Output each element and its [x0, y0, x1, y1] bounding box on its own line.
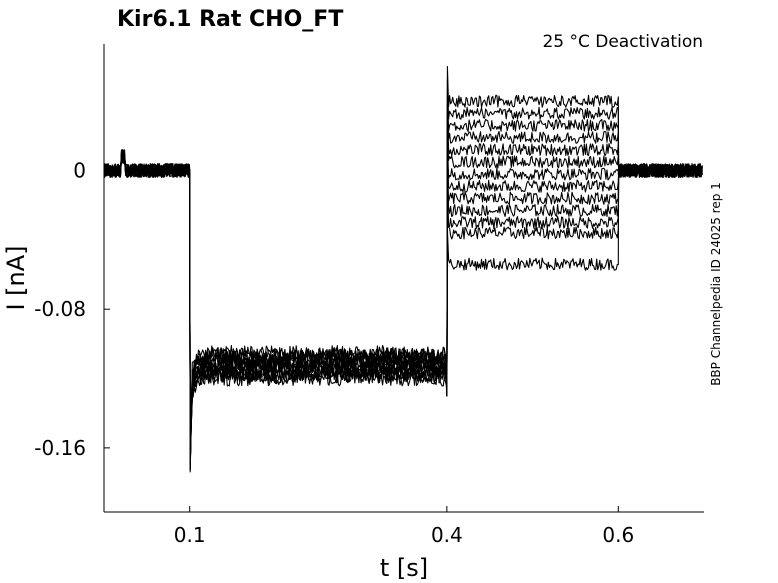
current-trace — [103, 65, 703, 471]
current-trace — [103, 102, 703, 461]
channelpedia-id-note: BBP Channelpedia ID 24025 rep 1 — [709, 182, 723, 386]
y-tick-label: -0.16 — [34, 436, 86, 460]
current-trace — [103, 150, 703, 470]
chart-subtitle: 25 °C Deactivation — [542, 32, 703, 52]
x-tick-group: 0.1 0.4 0.6 — [174, 506, 634, 547]
current-trace — [103, 90, 703, 465]
current-trace — [103, 138, 703, 473]
x-tick-label: 0.4 — [431, 523, 463, 547]
x-tick-label: 0.1 — [174, 523, 206, 547]
y-axis-label: I [nA] — [2, 245, 30, 310]
current-trace — [103, 150, 703, 469]
y-tick-label: 0 — [73, 159, 86, 183]
y-tick-group: 0 -0.08 -0.16 — [34, 159, 110, 460]
current-trace — [103, 114, 703, 464]
current-trace — [103, 152, 703, 468]
current-trace — [103, 149, 703, 470]
current-trace — [103, 149, 703, 470]
x-tick-label: 0.6 — [602, 523, 634, 547]
trace-group — [103, 65, 703, 473]
x-axis-label: t [s] — [380, 554, 428, 582]
axes-group — [103, 44, 704, 513]
chart-title: Kir6.1 Rat CHO_FT — [117, 7, 343, 32]
current-trace — [103, 126, 703, 463]
y-tick-label: -0.08 — [34, 297, 86, 321]
